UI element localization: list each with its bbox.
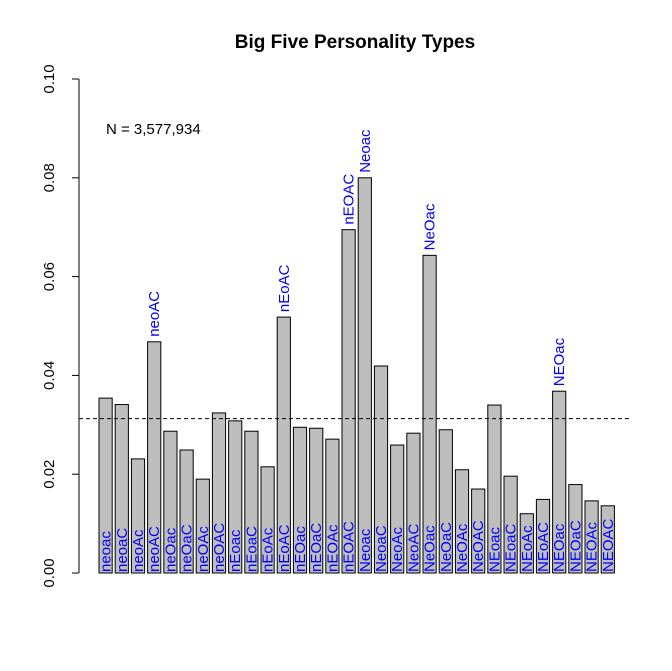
bar-category-label: NeOaC xyxy=(438,522,455,572)
bar-NEOac xyxy=(552,390,567,574)
bar-NEOAc xyxy=(584,500,599,574)
bar-category-label: NEoAC xyxy=(535,522,552,572)
bar-category-label: nEOAc xyxy=(324,524,341,572)
bar-top-label: nEOAC xyxy=(341,174,358,225)
bar-NeOaC xyxy=(438,429,453,574)
bar-category-label: neoAc xyxy=(130,529,147,572)
bar-NeOac xyxy=(422,254,437,574)
bar-category-label: NEOac xyxy=(551,523,568,572)
bar-neOaC xyxy=(179,449,194,574)
bar-nEOaC xyxy=(309,427,324,574)
bar-top-label: Neoac xyxy=(357,129,374,173)
sample-size-annotation: N = 3,577,934 xyxy=(106,121,201,138)
bar-category-label: NeOac xyxy=(422,525,439,572)
bar-category-label: nEoaC xyxy=(243,526,260,572)
bar-category-label: NeoaC xyxy=(373,525,390,572)
bar-category-label: nEoAC xyxy=(276,524,293,572)
y-tick-label: 0.06 xyxy=(41,262,58,291)
bar-NEoAc xyxy=(519,513,534,574)
bar-category-label: nEoac xyxy=(227,529,244,572)
bar-NEoaC xyxy=(503,475,518,574)
bar-category-label: NEoac xyxy=(486,526,503,572)
bar-category-label: NeoAc xyxy=(389,526,406,572)
bar-category-label: NEOAC xyxy=(600,518,617,572)
bar-category-label: neOAc xyxy=(195,526,212,572)
y-tick-label: 0.02 xyxy=(41,460,58,489)
bar-neoAc xyxy=(130,458,146,574)
bar-nEOac xyxy=(292,426,308,574)
bar-category-label: neoac xyxy=(98,531,115,572)
chart-title: Big Five Personality Types xyxy=(235,32,475,53)
bar-category-label: nEOaC xyxy=(308,523,325,572)
bar-NeoAC xyxy=(406,432,421,574)
bar-category-label: NeOAC xyxy=(470,520,487,572)
bar-nEoAC xyxy=(276,316,291,574)
bar-neOAc xyxy=(195,478,210,574)
bar-NeOAc xyxy=(454,469,470,574)
bar-category-label: neoAC xyxy=(146,526,163,572)
y-tick-label: 0.04 xyxy=(41,361,58,390)
bar-neOac xyxy=(163,430,178,574)
bar-category-label: NEoAc xyxy=(519,525,536,572)
bar-category-label: nEoAc xyxy=(260,527,277,572)
bar-category-label: nEOAC xyxy=(341,521,358,572)
bar-top-label: NEOac xyxy=(551,337,568,386)
bar-category-label: neOAC xyxy=(211,523,228,572)
bar-Neoac xyxy=(357,177,372,574)
bar-nEOAC xyxy=(341,229,356,574)
bar-category-label: NEoaC xyxy=(503,523,520,572)
y-tick-label: 0.10 xyxy=(41,64,58,93)
bar-top-label: NeOac xyxy=(422,203,439,250)
bar-category-label: NeoAC xyxy=(405,523,422,572)
bar-nEoAc xyxy=(260,466,275,574)
bars xyxy=(98,177,615,574)
bar-labels: neoac neoaC neoAc neoAC neOac neOaC neOAc neOAC… xyxy=(98,518,617,572)
y-axis: 0.00 0.02 0.04 0.06 0.08 0.10 xyxy=(41,64,80,588)
bar-category-label: nEOac xyxy=(292,526,309,572)
bar-neoac xyxy=(98,397,113,574)
bar-category-label: NEOaC xyxy=(567,520,584,572)
bar-top-label: neoAC xyxy=(146,291,163,337)
bar-category-label: neOac xyxy=(162,527,179,572)
bar-category-label: neOaC xyxy=(179,524,196,572)
bar-neoAC xyxy=(147,341,162,574)
bar-category-label: NEOAc xyxy=(584,521,601,572)
bar-NEOAC xyxy=(600,505,615,574)
bar-neoaC xyxy=(114,404,129,574)
bar-NEoAC xyxy=(535,498,551,574)
bar-category-label: NeOAc xyxy=(454,523,471,572)
bar-nEoac xyxy=(228,420,243,574)
bar-category-label: neoaC xyxy=(114,528,131,572)
bar-neOAC xyxy=(211,412,227,574)
y-tick-label: 0.00 xyxy=(41,558,58,587)
bar-top-label: nEoAC xyxy=(276,264,293,312)
bar-nEoaC xyxy=(244,430,259,574)
bar-category-label: Neoac xyxy=(357,528,374,572)
bar-NEoac xyxy=(487,404,502,574)
bar-NeoAc xyxy=(390,444,405,574)
y-tick-label: 0.08 xyxy=(41,163,58,192)
bar-nEOAc xyxy=(325,438,340,574)
bar-NeoaC xyxy=(373,365,389,574)
bar-NeOAC xyxy=(471,488,486,574)
bar-NEOaC xyxy=(568,484,583,574)
